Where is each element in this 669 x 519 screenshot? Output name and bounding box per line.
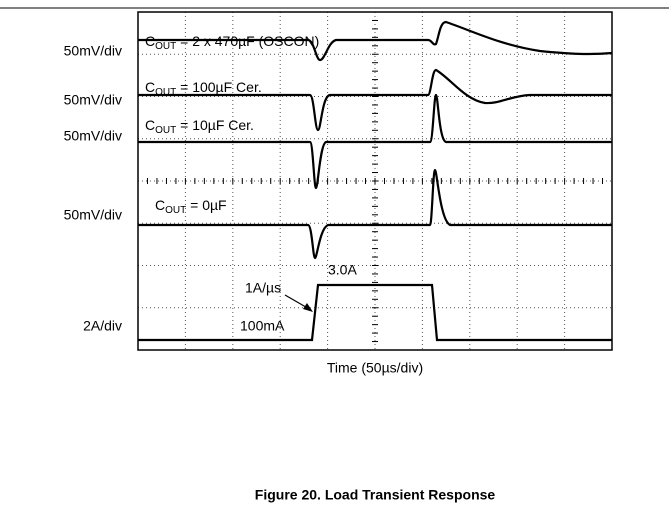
- caption: Figure 20. Load Transient Response: [255, 487, 496, 503]
- trace-10uf: [138, 93, 612, 190]
- trace-100uf: [138, 68, 612, 132]
- plot-frame: [137, 11, 613, 351]
- trace-current: [138, 283, 612, 342]
- annotation: 1A/µs: [245, 280, 281, 296]
- annotation: 3.0A: [328, 262, 357, 278]
- trace-label: COUT = 100µF Cer.: [145, 79, 262, 98]
- trace-oscon: [138, 20, 613, 62]
- annotation: 100mA: [240, 318, 285, 334]
- trace-label: COUT = 10µF Cer.: [145, 117, 254, 136]
- grid: [137, 11, 613, 351]
- trace-0uf: [138, 168, 612, 260]
- scale-label: 50mV/div: [64, 128, 122, 144]
- x-label: Time (50µs/div): [327, 360, 423, 376]
- scale-label: 2A/div: [83, 318, 122, 334]
- trace-label: COUT = 0µF: [155, 197, 227, 216]
- scale-label: 50mV/div: [64, 43, 122, 59]
- scale-label: 50mV/div: [64, 207, 122, 223]
- arrow-head: [303, 303, 313, 312]
- scale-label: 50mV/div: [64, 92, 122, 108]
- trace-label: COUT = 2 x 470µF (OSCON): [145, 33, 319, 52]
